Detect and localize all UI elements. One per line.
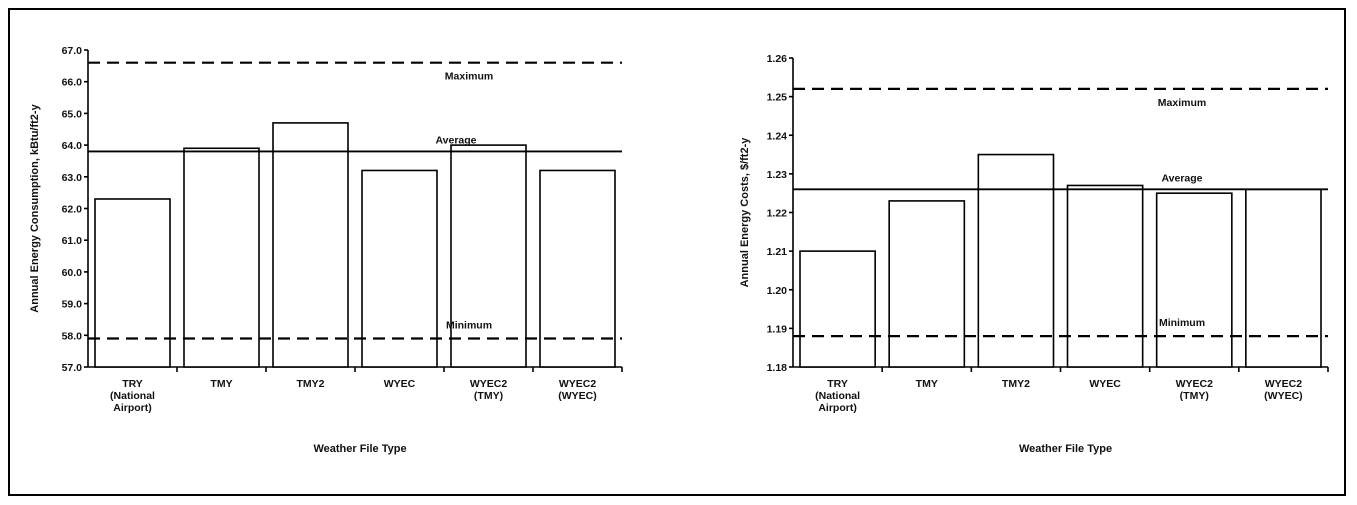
bar bbox=[361, 169, 438, 368]
x-tick-label-line: Airport) bbox=[113, 402, 152, 414]
bar bbox=[272, 122, 349, 368]
y-tick-label: 59.0 bbox=[62, 299, 83, 311]
x-tick-label-line: WYEC2 bbox=[559, 378, 597, 390]
x-tick-label: WYEC2 (WYEC) bbox=[558, 378, 597, 402]
y-tick-label: 67.0 bbox=[62, 45, 83, 57]
x-tick-label: WYEC2 (TMY) bbox=[470, 378, 508, 402]
y-tick-label: 58.0 bbox=[62, 330, 83, 342]
reference-label-average: Average bbox=[435, 134, 476, 146]
bar bbox=[183, 147, 260, 368]
x-tick-label-line: TMY bbox=[210, 378, 232, 390]
reference-label-minimum: Minimum bbox=[446, 319, 492, 331]
x-tick-label-line: (TMY) bbox=[474, 390, 503, 402]
bar bbox=[450, 144, 527, 368]
y-axis-title: Annual Energy Consumption, kBtu/ft2-y bbox=[29, 103, 41, 312]
y-tick-label: 62.0 bbox=[62, 204, 83, 216]
x-tick-label-line: WYEC bbox=[384, 378, 416, 390]
x-tick-label-line: (National bbox=[110, 390, 155, 402]
bar bbox=[539, 169, 616, 368]
y-tick-label: 65.0 bbox=[62, 108, 83, 120]
bar bbox=[94, 198, 171, 368]
y-tick-label: 64.0 bbox=[62, 140, 83, 152]
x-tick-label-line: TRY bbox=[122, 378, 143, 390]
reference-label-maximum: Maximum bbox=[445, 71, 493, 83]
x-axis-title: Weather File Type bbox=[313, 443, 406, 455]
x-tick-label: WYEC bbox=[384, 378, 416, 390]
x-tick-label-line: (WYEC) bbox=[558, 390, 597, 402]
figure-frame bbox=[8, 8, 1346, 496]
x-tick-label: TMY bbox=[210, 378, 232, 390]
y-tick-label: 57.0 bbox=[62, 362, 83, 374]
x-tick-label: TMY2 bbox=[296, 378, 324, 390]
y-tick-label: 63.0 bbox=[62, 172, 83, 184]
x-tick-label-line: WYEC2 bbox=[470, 378, 508, 390]
y-tick-label: 60.0 bbox=[62, 267, 83, 279]
x-tick-label: TRY (National Airport) bbox=[110, 378, 155, 414]
x-tick-label-line: TMY2 bbox=[296, 378, 324, 390]
y-tick-label: 66.0 bbox=[62, 77, 83, 89]
y-tick-label: 61.0 bbox=[62, 235, 83, 247]
